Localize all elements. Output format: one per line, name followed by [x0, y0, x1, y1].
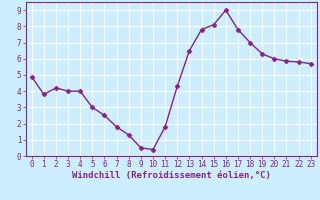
X-axis label: Windchill (Refroidissement éolien,°C): Windchill (Refroidissement éolien,°C)	[72, 171, 271, 180]
